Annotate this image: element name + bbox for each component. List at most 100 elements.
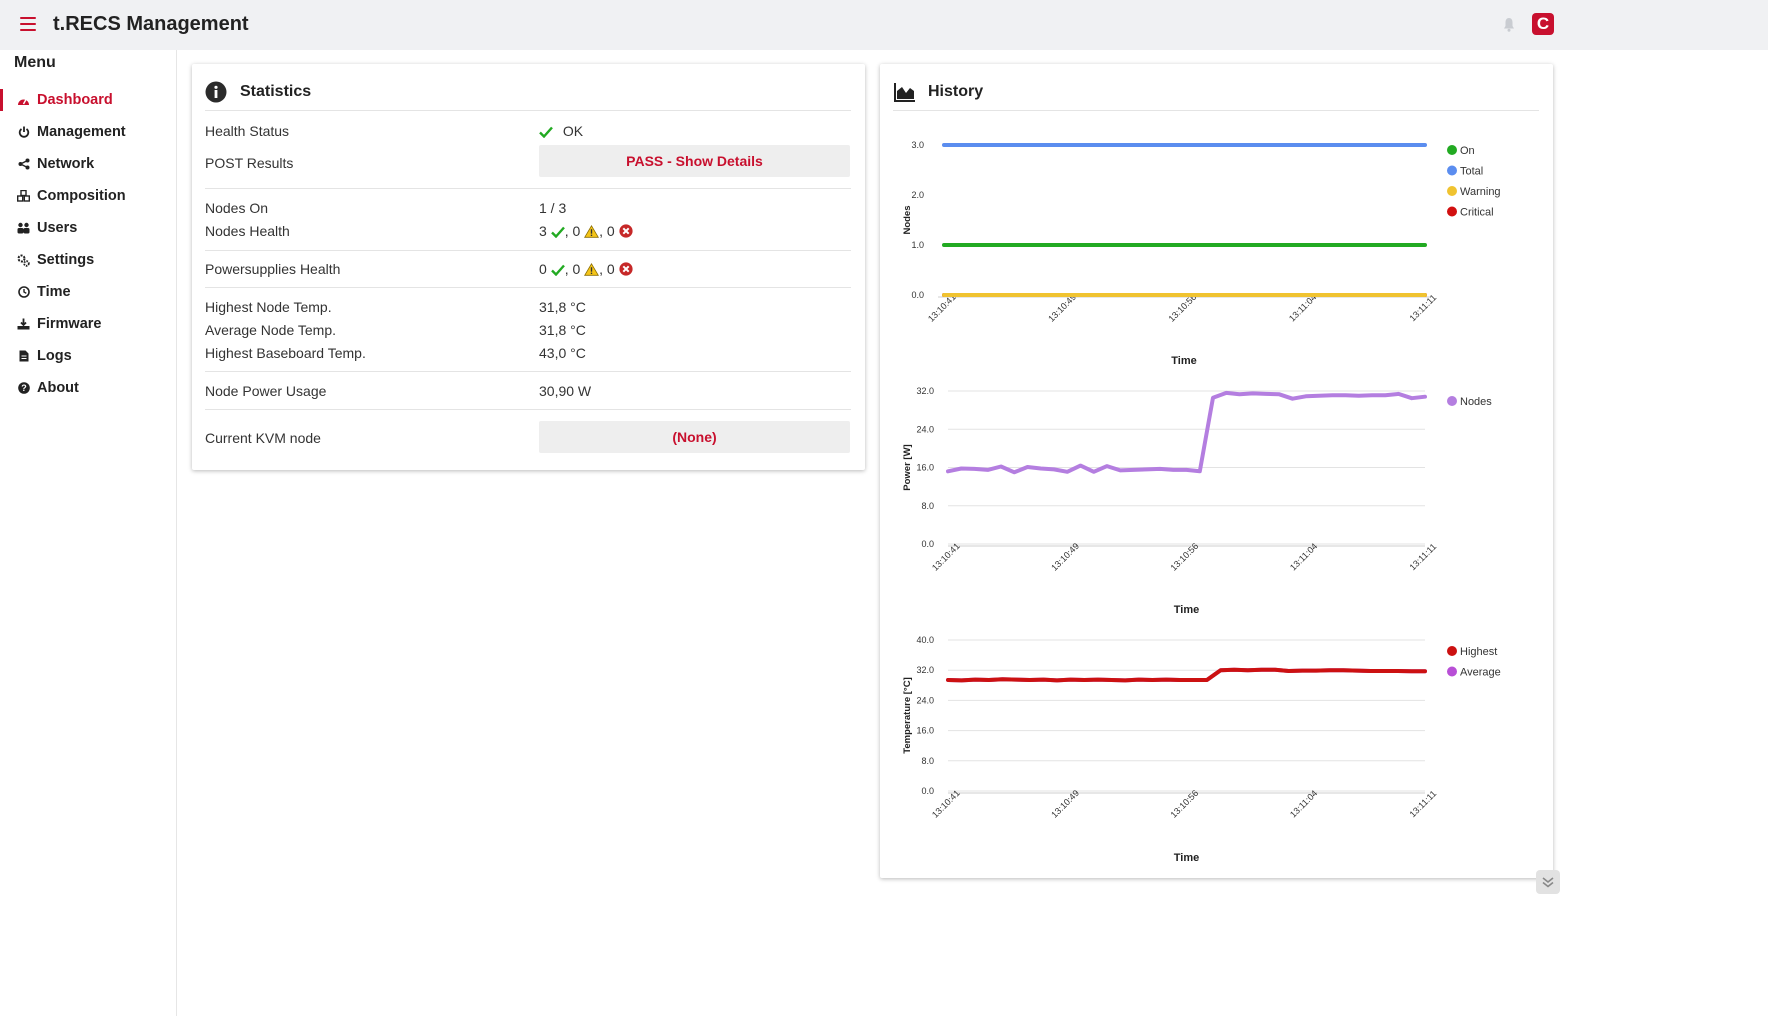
legend-marker [1447,396,1457,406]
legend-label: Nodes [1460,396,1492,408]
nodes-on-label: Nodes On [205,200,269,216]
download-tray-icon [17,318,30,331]
sidebar-item-label: Time [37,284,71,300]
sidebar-item-label: Dashboard [37,92,113,108]
question-circle-icon: ? [17,382,30,395]
y-tick-label: 32.0 [916,665,934,675]
history-card: History [880,64,1553,878]
divider [205,409,851,410]
health-status-value: OK [539,123,583,139]
y-tick-label: 1.0 [911,240,924,250]
app-title: t.RECS Management [53,13,249,35]
nodes-ok-count: 3 [539,223,547,239]
psu-ok-count: 0 [539,261,547,277]
warning-icon [584,263,600,276]
legend-label: Warning [1460,186,1501,198]
power-history-chart: 0.08.016.024.032.013:10:41 13:10:49 13:10:… [902,386,1492,616]
cogs-icon [17,254,30,267]
psu-critical-count: , 0 [599,261,615,277]
node-power-label: Node Power Usage [205,383,327,399]
y-tick-label: 8.0 [921,501,934,511]
sidebar-item-settings[interactable]: Settings [0,246,176,274]
divider [205,287,851,288]
check-icon [539,126,553,138]
sidebar-item-logs[interactable]: Logs [0,342,176,370]
sidebar-item-time[interactable]: Time [0,278,176,306]
sidebar-item-label: Firmware [37,316,102,332]
post-details-button[interactable]: PASS - Show Details [539,145,850,177]
nodes-health-value: 3 , 0 , 0 [539,223,633,239]
area-chart-icon [894,83,915,102]
health-status-label: Health Status [205,123,290,139]
average-node-temp-label: Average Node Temp. [205,322,337,338]
legend-label: Critical [1460,207,1494,219]
legend-label: Highest [1460,646,1497,658]
nodes-warning-count: , 0 [564,223,581,239]
y-tick-label: 0.0 [921,786,934,796]
average-node-temp-value: 31,8 °C [539,322,586,338]
y-axis-title: Nodes [902,205,913,234]
sidebar-item-composition[interactable]: Composition [0,182,176,210]
y-tick-label: 24.0 [916,424,934,434]
cubes-icon [17,190,30,203]
y-tick-label: 16.0 [916,726,934,736]
hamburger-menu-icon[interactable] [20,17,36,31]
highest-baseboard-temp-value: 43,0 °C [539,345,586,361]
health-status-text: OK [562,123,584,139]
history-title: History [928,83,984,100]
share-icon [17,158,30,171]
y-tick-label: 40.0 [916,635,934,645]
brand-logo[interactable]: C [1532,13,1554,35]
legend-marker [1447,145,1457,155]
x-axis-title: Time [1174,852,1199,864]
y-axis-title: Power [W] [902,444,913,490]
file-icon [17,350,30,363]
error-icon [619,262,633,276]
scroll-down-button[interactable] [1536,870,1560,894]
bell-icon[interactable] [1502,17,1516,33]
sidebar-item-about[interactable]: ? About [0,374,176,402]
temperature-history-chart: 0.08.016.024.032.040.013:10:41 13:10:49 13… [902,635,1501,864]
nodes-history-chart: 0.01.02.03.013:10:41 13:10:49 13:10:56 13:1… [902,140,1501,367]
sidebar-item-firmware[interactable]: Firmware [0,310,176,338]
sidebar-item-label: Management [37,124,126,140]
legend-marker [1447,186,1457,196]
sidebar-item-dashboard[interactable]: Dashboard [0,86,176,114]
sidebar-item-label: Composition [37,188,126,204]
legend-label: Total [1460,166,1483,178]
legend-marker [1447,646,1457,656]
sidebar-item-users[interactable]: Users [0,214,176,242]
divider [205,250,851,251]
y-axis-title: Temperature [°C] [902,677,913,753]
y-tick-label: 3.0 [911,140,924,150]
top-bar: t.RECS Management C [0,0,1768,50]
node-power-value: 30,90 W [539,383,592,399]
psu-health-label: Powersupplies Health [205,261,341,277]
check-icon [550,264,565,276]
sidebar-item-management[interactable]: Management [0,118,176,146]
y-tick-label: 16.0 [916,463,934,473]
y-tick-label: 0.0 [911,290,924,300]
sidebar-item-label: About [37,380,79,396]
divider [205,371,851,372]
check-icon [550,226,565,238]
legend-label: Average [1460,667,1501,679]
legend-marker [1447,666,1457,677]
warning-icon [584,225,600,238]
legend-label: On [1460,145,1475,157]
y-tick-label: 8.0 [921,756,934,766]
kvm-node-button[interactable]: (None) [539,421,850,453]
psu-health-value: 0 , 0 , 0 [539,261,633,277]
divider [893,110,1539,111]
nodes-health-label: Nodes Health [205,223,290,239]
divider [205,110,851,111]
highest-node-temp-value: 31,8 °C [539,299,586,315]
menu-title: Menu [14,54,56,71]
sidebar-item-label: Users [37,220,78,236]
sidebar-item-network[interactable]: Network [0,150,176,178]
legend-marker [1447,206,1457,217]
x-axis-title: Time [1171,355,1196,367]
info-icon [205,81,227,103]
svg-text:?: ? [21,383,27,393]
nodes-on-value: 1 / 3 [539,200,567,216]
